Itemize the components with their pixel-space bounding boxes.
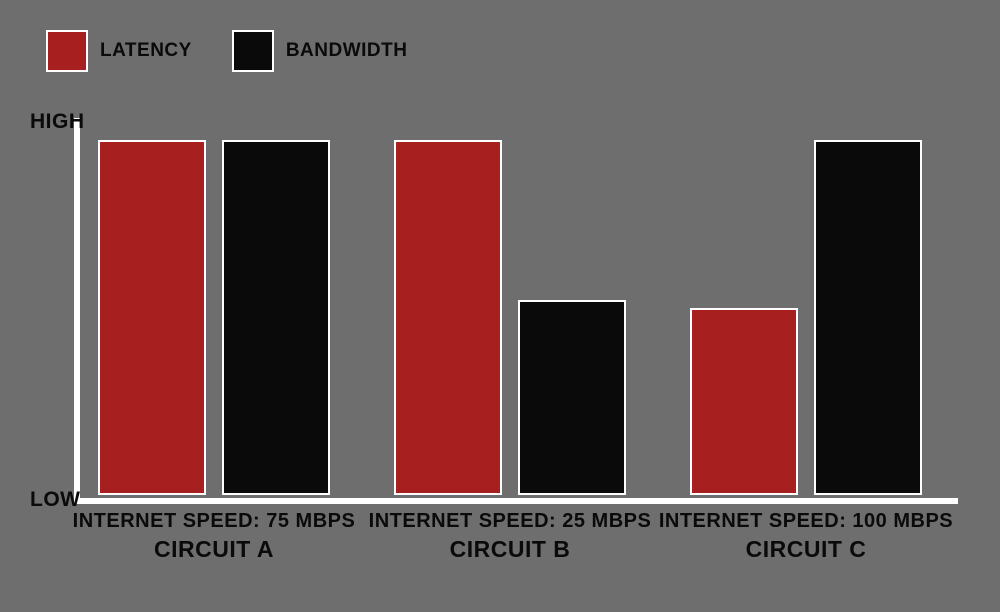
chart-canvas: LATENCY BANDWIDTH HIGH LOW INTERNET SPEE… (0, 0, 1000, 612)
bar-circuit-b-bandwidth (518, 300, 626, 495)
bar-circuit-c-latency (690, 308, 798, 495)
bar-circuit-b-latency (394, 140, 502, 495)
y-axis-label-low: LOW (30, 488, 80, 512)
circuit-label: CIRCUIT A (54, 536, 374, 563)
circuit-label: CIRCUIT C (646, 536, 966, 563)
legend: LATENCY BANDWIDTH (46, 30, 407, 72)
y-axis-label-high: HIGH (30, 110, 85, 134)
bar-circuit-c-bandwidth (814, 140, 922, 495)
bar-circuit-a-latency (98, 140, 206, 495)
speed-label: INTERNET SPEED: 25 MBPS (350, 510, 670, 533)
legend-label-bandwidth: BANDWIDTH (286, 40, 408, 62)
bar-circuit-a-bandwidth (222, 140, 330, 495)
legend-item-bandwidth: BANDWIDTH (232, 30, 408, 72)
legend-item-latency: LATENCY (46, 30, 192, 72)
x-axis (74, 498, 958, 504)
circuit-label: CIRCUIT B (350, 536, 670, 563)
legend-swatch-bandwidth (232, 30, 274, 72)
speed-label: INTERNET SPEED: 75 MBPS (54, 510, 374, 533)
legend-label-latency: LATENCY (100, 40, 192, 62)
y-axis (74, 118, 80, 498)
speed-label: INTERNET SPEED: 100 MBPS (646, 510, 966, 533)
legend-swatch-latency (46, 30, 88, 72)
